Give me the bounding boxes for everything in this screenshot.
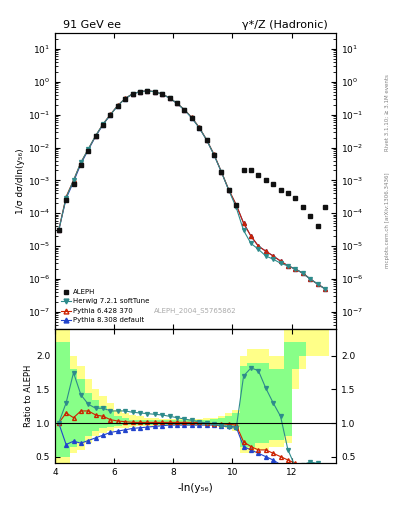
Text: ALEPH_2004_S5765862: ALEPH_2004_S5765862 [154,307,237,314]
Text: γ*/Z (Hadronic): γ*/Z (Hadronic) [242,20,328,30]
Y-axis label: Ratio to ALEPH: Ratio to ALEPH [24,365,33,428]
Legend: ALEPH, Herwig 7.2.1 softTune, Pythia 6.428 370, Pythia 8.308 default: ALEPH, Herwig 7.2.1 softTune, Pythia 6.4… [59,287,152,326]
Text: mcplots.cern.ch [arXiv:1306.3436]: mcplots.cern.ch [arXiv:1306.3436] [385,173,389,268]
Y-axis label: 1/σ dσ/dln(y₅₆): 1/σ dσ/dln(y₅₆) [16,148,25,214]
Text: Rivet 3.1.10; ≥ 3.1M events: Rivet 3.1.10; ≥ 3.1M events [385,74,389,151]
Text: 91 GeV ee: 91 GeV ee [63,20,121,30]
X-axis label: -ln(y₅₆): -ln(y₅₆) [178,483,213,493]
